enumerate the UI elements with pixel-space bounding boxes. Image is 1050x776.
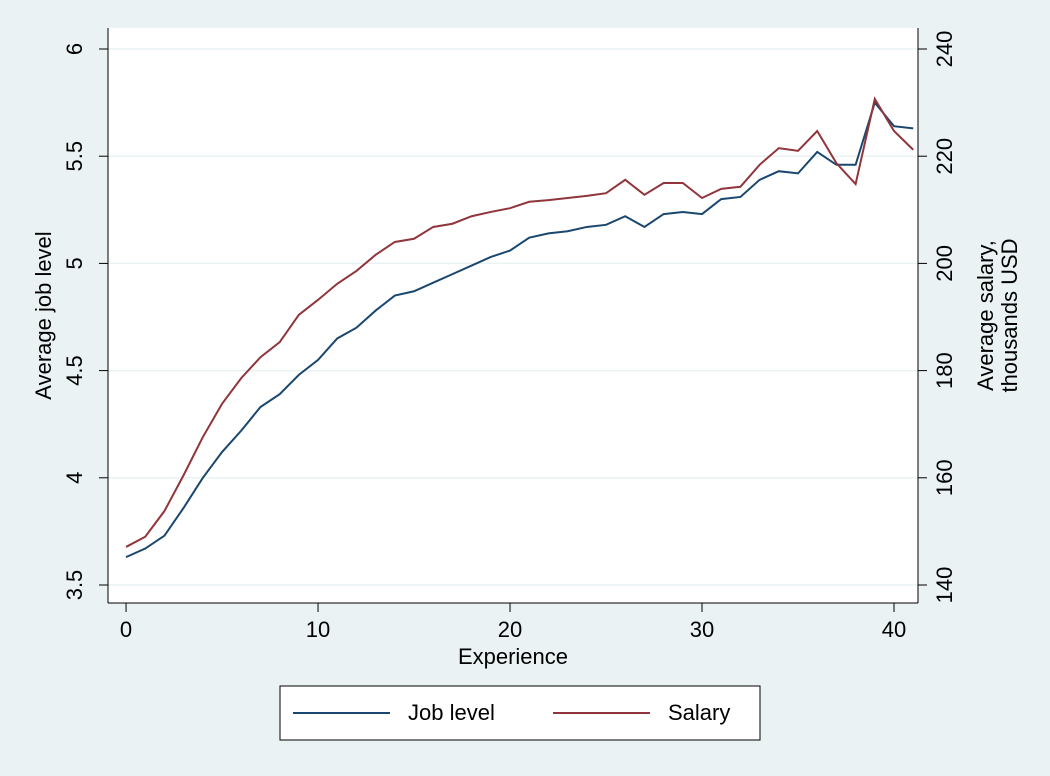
y2-tick-label: 240 [932,31,957,68]
x-tick-label: 30 [690,617,714,642]
x-tick-label: 40 [882,617,906,642]
y2-tick-label: 180 [932,352,957,389]
y-tick-label: 4.5 [62,355,87,386]
y-tick-label: 5.5 [62,141,87,172]
x-tick-label: 20 [498,617,522,642]
y2-tick-label: 220 [932,138,957,175]
y-tick-label: 6 [62,43,87,55]
series-line [125,96,914,548]
plot-area [108,28,918,603]
y2-axis-title: thousands USD [997,238,1022,392]
x-tick-label: 10 [306,617,330,642]
x-axis-title: Experience [458,644,568,669]
y-tick-label: 4 [62,472,87,484]
x-tick-label: 0 [120,617,132,642]
y2-axis-title: Average salary, [973,240,998,391]
legend-label: Salary [668,700,730,725]
y2-tick-label: 160 [932,459,957,496]
series-line [125,100,914,559]
y-tick-label: 3.5 [62,570,87,601]
y-axis-title: Average job level [31,231,56,399]
y-tick-label: 5 [62,257,87,269]
legend-label: Job level [408,700,495,725]
y2-tick-label: 140 [932,567,957,604]
y2-tick-label: 200 [932,245,957,282]
